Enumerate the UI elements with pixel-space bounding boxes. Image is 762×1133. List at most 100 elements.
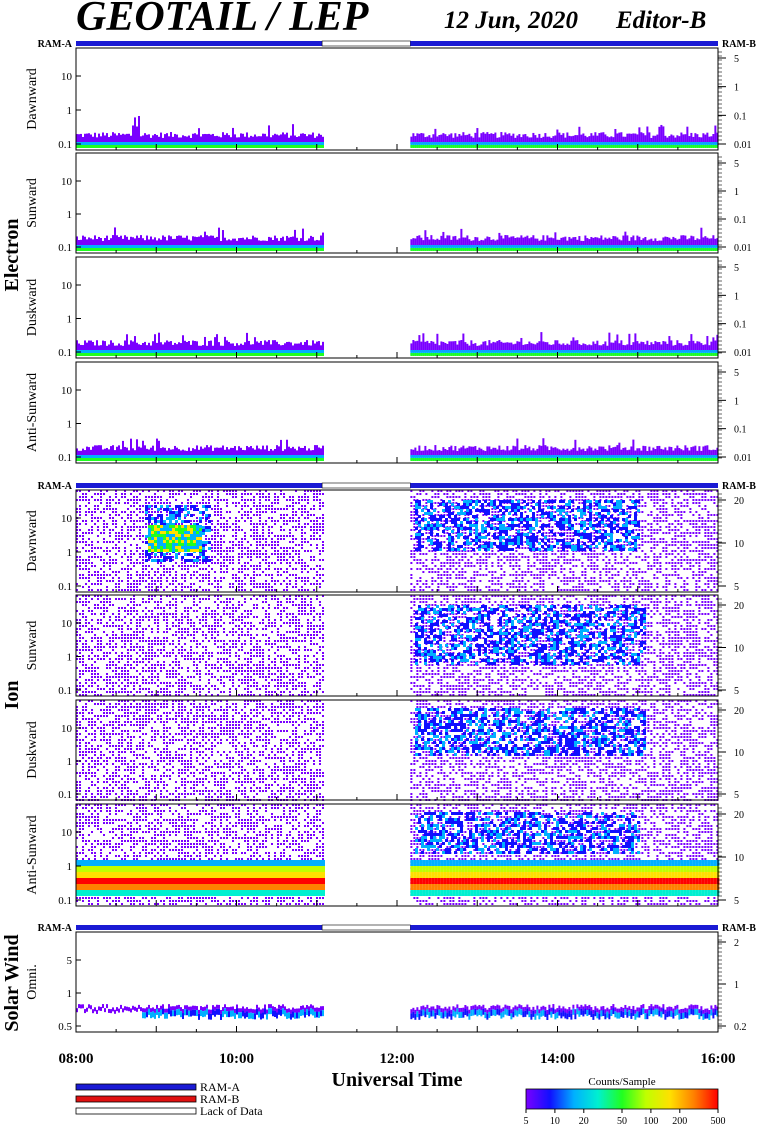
spectrogram-cell (660, 145, 662, 148)
spectrogram-cell (82, 248, 84, 251)
spectrogram-cell (103, 529, 105, 531)
spectrogram-cell (259, 514, 261, 516)
spectrogram-cell (298, 508, 300, 510)
spectrogram-cell (210, 458, 212, 461)
spectrogram-cell (122, 458, 124, 461)
spectrogram-cell (450, 145, 452, 148)
spectrogram-cell (274, 523, 276, 525)
spectrogram-cell (202, 499, 204, 501)
spectrogram-cell (174, 353, 176, 356)
spectrogram-cell (214, 538, 216, 540)
spectrogram-cell (115, 538, 117, 540)
ram-label-right: RAM-B (722, 481, 756, 492)
spectrogram-cell (128, 458, 130, 461)
spectrogram-cell (250, 535, 252, 537)
spectrogram-cell (214, 511, 216, 513)
spectrogram-cell (656, 458, 658, 461)
spectrogram-cell (520, 338, 522, 352)
spectrogram-cell (139, 532, 141, 534)
spectrogram-cell (136, 502, 138, 504)
spectrogram-cell (232, 496, 234, 498)
spectrogram-cell (250, 499, 252, 501)
spectrogram-cell (136, 562, 138, 564)
spectrogram-cell (100, 589, 102, 591)
spectrogram-cell (211, 520, 213, 522)
spectrogram-cell (103, 541, 105, 543)
spectrogram-cell (200, 353, 202, 356)
spectrogram-cell (462, 353, 464, 356)
spectrogram-cell (486, 353, 488, 356)
spectrogram-cell (468, 458, 470, 461)
spectrogram-cell (492, 145, 494, 148)
y2-tick-label: 1 (734, 187, 739, 198)
spectrogram-cell (259, 565, 261, 567)
spectrogram-cell (220, 568, 222, 570)
spectrogram-cell (286, 440, 288, 457)
y-tick-label: 1 (67, 209, 73, 221)
spectrogram-cell (168, 353, 170, 356)
spectrogram-cell (181, 577, 183, 579)
y-tick-label: 0.1 (58, 347, 72, 359)
spectrogram-cell (690, 458, 692, 461)
spectrogram-cell (235, 580, 237, 582)
spectrogram-cell (292, 353, 294, 356)
spectrogram-cell (564, 353, 566, 356)
spectrogram-cell (150, 353, 152, 356)
spectrogram-cell (700, 248, 702, 251)
spectrogram-cell (82, 499, 84, 501)
spectrogram-cell (166, 502, 168, 504)
spectrogram-cell (139, 535, 141, 537)
spectrogram-cell (684, 353, 686, 356)
panel-frame (76, 362, 718, 463)
spectrogram-cell (538, 145, 540, 148)
spectrogram-cell (181, 559, 183, 561)
spectrogram-cell (462, 334, 464, 352)
spectrogram-cell (614, 248, 616, 251)
spectrogram-cell (214, 535, 216, 537)
spectrogram-cell (266, 145, 268, 148)
spectrogram-cell (106, 589, 108, 591)
spectrogram-cell (139, 538, 141, 540)
spectrogram-cell (91, 544, 93, 546)
spectrogram-cell (223, 562, 225, 564)
spectrogram-cell (696, 145, 698, 148)
spectrogram-cell (232, 248, 234, 251)
spectrogram-cell (628, 353, 630, 356)
spectrogram-cell (124, 493, 126, 495)
spectrogram-cell (620, 248, 622, 251)
spectrogram-cell (112, 511, 114, 513)
spectrogram-cell (115, 496, 117, 498)
spectrogram-cell (115, 544, 117, 546)
spectrogram-cell (576, 248, 578, 251)
spectrogram-cell (670, 248, 672, 251)
spectrogram-cell (241, 544, 243, 546)
spectrogram-cell (88, 589, 90, 591)
spectrogram-cell (109, 505, 111, 507)
spectrogram-cell (510, 248, 512, 251)
spectrogram-cell (188, 145, 190, 148)
spectrogram-cell (112, 580, 114, 582)
spectrogram-cell (256, 511, 258, 513)
spectrogram-cell (88, 586, 90, 588)
spectrogram-cell (226, 493, 228, 495)
spectrogram-cell (247, 562, 249, 564)
spectrogram-cell (708, 248, 710, 251)
spectrogram-cell (198, 145, 200, 148)
spectrogram-cell (121, 568, 123, 570)
spectrogram-cell (229, 550, 231, 552)
spectrogram-cell (271, 547, 273, 549)
spectrogram-cell (184, 577, 186, 579)
spectrogram-cell (130, 514, 132, 516)
spectrogram-cell (526, 458, 528, 461)
spectrogram-cell (610, 458, 612, 461)
spectrogram-cell (145, 580, 147, 582)
spectrogram-cell (270, 353, 272, 356)
spectrogram-cell (301, 499, 303, 501)
spectrogram-cell (282, 248, 284, 251)
spectrogram-cell (470, 458, 472, 461)
spectrogram-cell (448, 458, 450, 461)
spectrogram-cell (298, 353, 300, 356)
spectrogram-cell (211, 556, 213, 558)
spectrogram-cell (262, 547, 264, 549)
spectrogram-cell (271, 511, 273, 513)
